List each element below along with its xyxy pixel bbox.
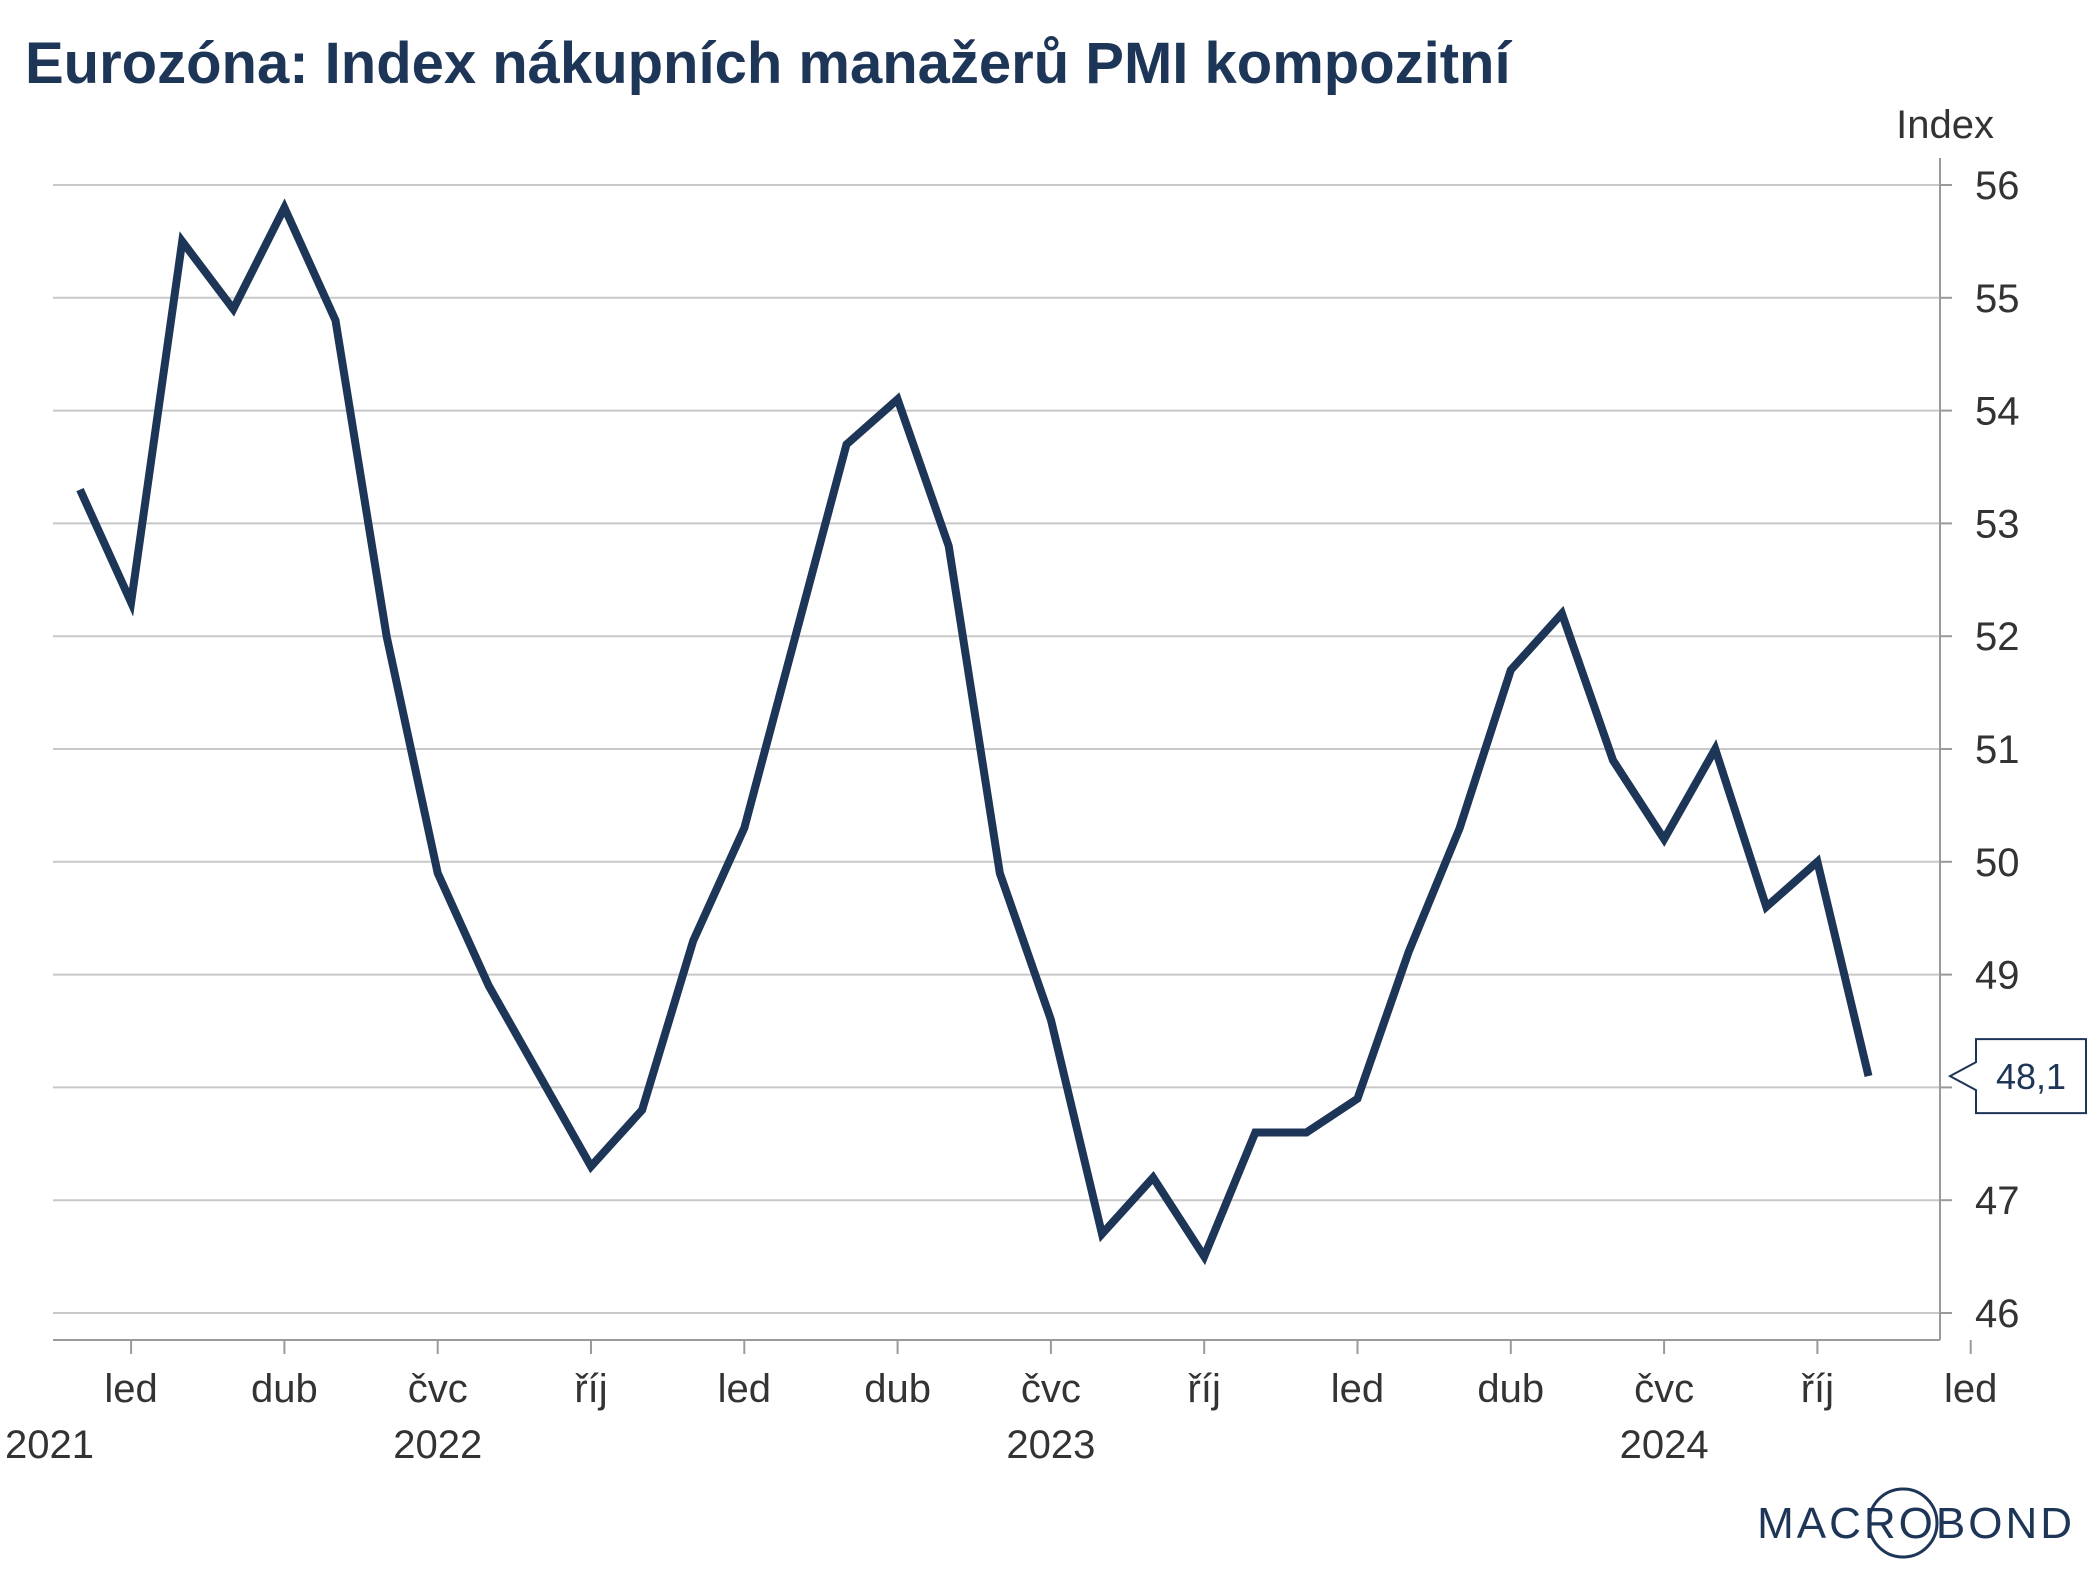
series-points xyxy=(79,207,1869,1257)
x-year-labels: 2021 2022 2023 2024 xyxy=(5,1423,1709,1467)
x-tick-label: říj xyxy=(1801,1367,1834,1411)
chart-title: Eurozóna: Index nákupních manažerů PMI k… xyxy=(25,31,1512,96)
x-year-label: 2022 xyxy=(393,1423,482,1467)
x-tick-label: čvc xyxy=(1021,1367,1081,1411)
y-tick-label: 50 xyxy=(1975,841,2020,885)
y-axis-unit-label: Index xyxy=(1896,103,1994,147)
macrobond-logo: MACROBOND xyxy=(1757,1487,2075,1559)
x-tick-label: čvc xyxy=(1634,1367,1694,1411)
y-tick-label: 56 xyxy=(1975,164,2020,208)
x-year-label: 2023 xyxy=(1006,1423,1095,1467)
y-tick-label: 54 xyxy=(1975,390,2020,434)
y-tick-label: 47 xyxy=(1975,1179,2020,1223)
series-line-pmi-composite xyxy=(76,198,1873,1266)
x-year-label: 2021 xyxy=(5,1423,94,1467)
y-tick-labels: 4647484950515253545556 xyxy=(1975,164,2020,1336)
y-tick-label: 46 xyxy=(1975,1292,2020,1336)
y-tick-label: 52 xyxy=(1975,615,2020,659)
x-tick-label: led xyxy=(1331,1367,1384,1411)
last-value-callout: 48,1 xyxy=(1947,1038,2087,1115)
last-value-label: 48,1 xyxy=(1996,1056,2066,1097)
x-tick-label: led xyxy=(104,1367,157,1411)
macrobond-logo-ring xyxy=(1867,1487,1939,1559)
y-tick-label: 55 xyxy=(1975,277,2020,321)
last-value-callout-box xyxy=(1947,1038,2087,1115)
x-tick-label: dub xyxy=(1477,1367,1544,1411)
y-tick-label: 49 xyxy=(1975,954,2020,998)
x-tick-label: říj xyxy=(1188,1367,1221,1411)
axis-layer xyxy=(53,158,1972,1354)
y-tick-label: 53 xyxy=(1975,502,2020,546)
x-tick-label: led xyxy=(718,1367,771,1411)
macrobond-logo-text: MACROBOND xyxy=(1757,1499,2075,1548)
x-tick-label: dub xyxy=(251,1367,318,1411)
x-tick-label: říj xyxy=(574,1367,607,1411)
x-tick-label: čvc xyxy=(408,1367,468,1411)
x-year-label: 2024 xyxy=(1620,1423,1709,1467)
x-tick-label: dub xyxy=(864,1367,931,1411)
y-tick-label: 51 xyxy=(1975,728,2020,772)
x-tick-label: led xyxy=(1944,1367,1997,1411)
x-tick-labels: led dub čvc říj led dub čvc říj led dub čvc říj led xyxy=(104,1367,1997,1411)
